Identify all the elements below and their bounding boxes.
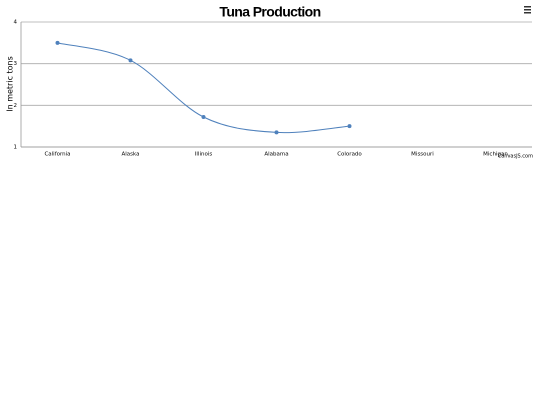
point bbox=[128, 58, 133, 63]
y-tick-label: 4 bbox=[14, 20, 18, 26]
x-tick-label: Alaska bbox=[122, 152, 140, 158]
point bbox=[347, 124, 352, 129]
x-tick-label: Colorado bbox=[337, 152, 362, 158]
y-axis-label: In metric tons bbox=[6, 56, 15, 112]
point bbox=[201, 115, 206, 119]
x-tick-label: Missouri bbox=[411, 152, 434, 158]
y-tick-label: 3 bbox=[14, 61, 18, 67]
credit: CanvasJS.com bbox=[498, 154, 533, 160]
x-tick-label: Michigan bbox=[483, 152, 508, 158]
x-tick-label: California bbox=[44, 152, 70, 158]
point bbox=[55, 40, 60, 45]
y-tick-label: 2 bbox=[14, 103, 18, 109]
menu-button[interactable] bbox=[524, 6, 531, 14]
x-tick-label: Illinois bbox=[195, 152, 213, 158]
x-tick-label: Alabama bbox=[264, 152, 288, 158]
line bbox=[57, 42, 350, 134]
chart-title: Tuna Production bbox=[219, 4, 320, 20]
point bbox=[274, 130, 279, 135]
y-tick-label: 1 bbox=[14, 145, 18, 151]
